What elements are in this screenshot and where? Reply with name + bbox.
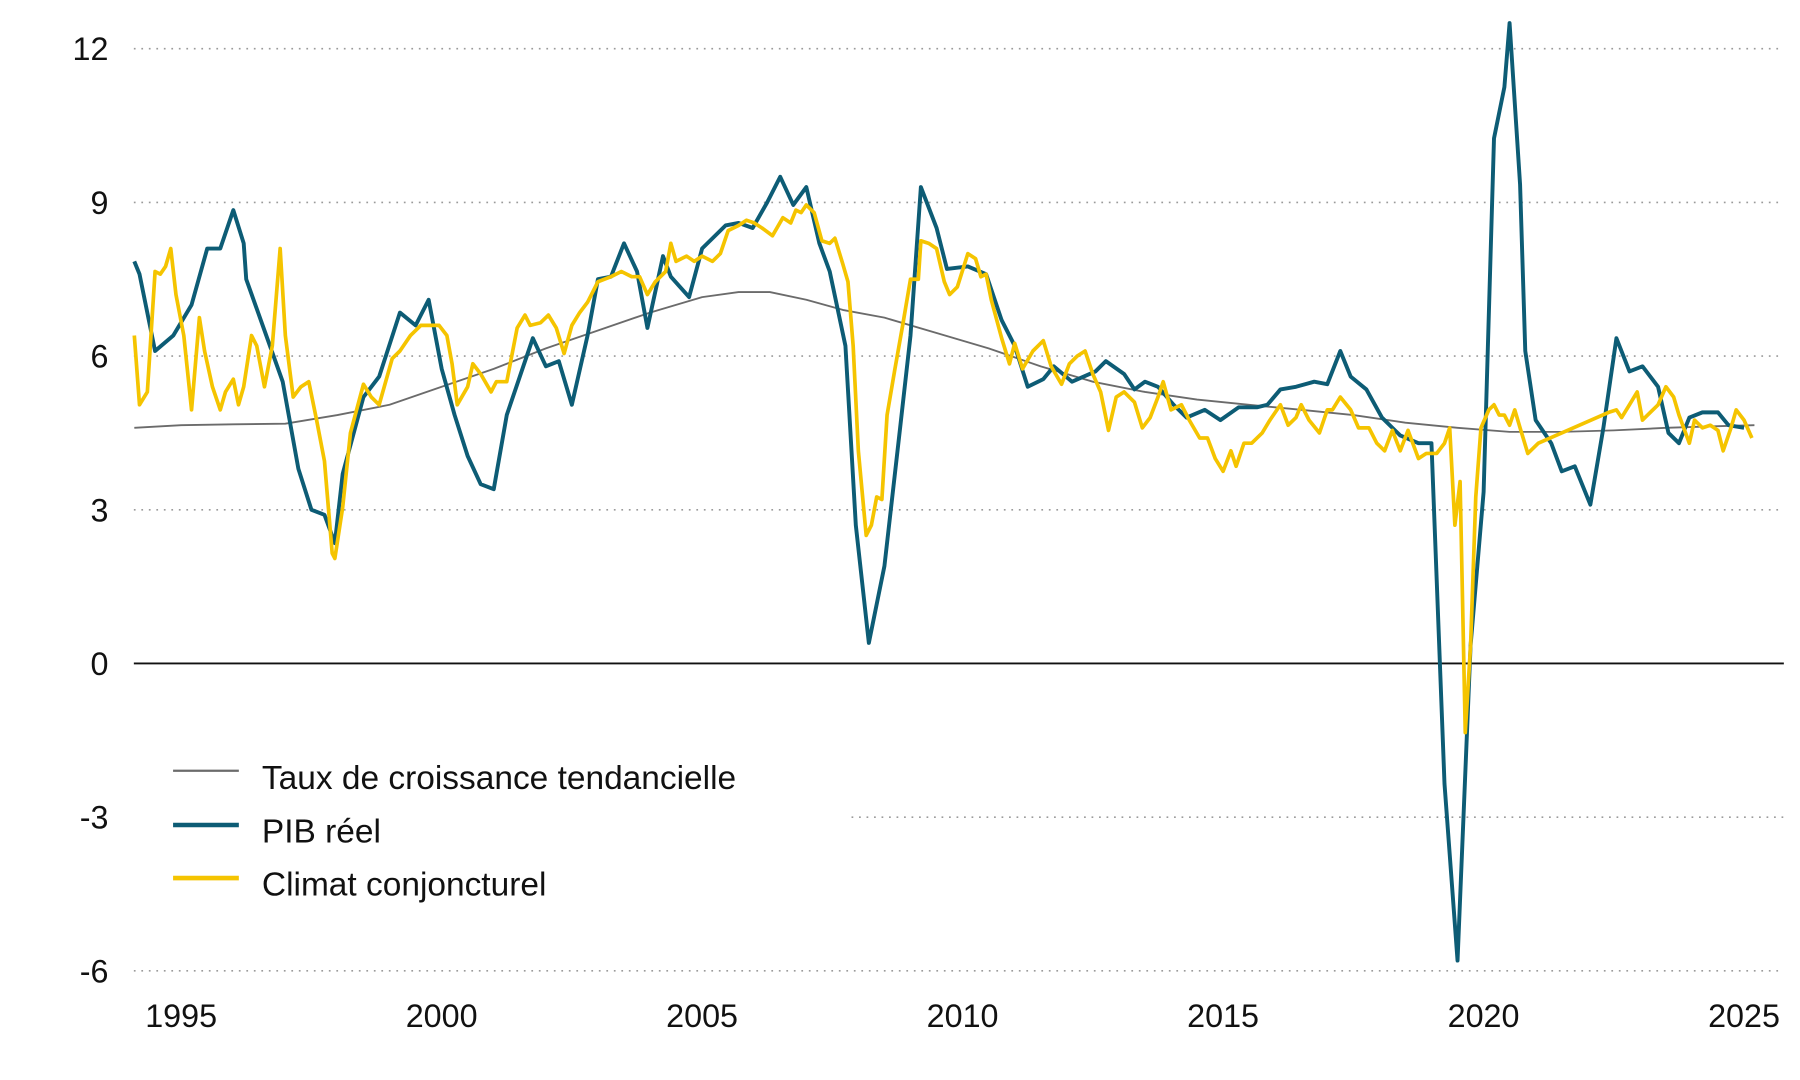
legend-label-climat: Climat conjoncturel (262, 866, 546, 903)
legend-label-trend: Taux de croissance tendancielle (262, 760, 736, 797)
legend-background (161, 744, 831, 918)
y-tick-label: 3 (90, 492, 108, 528)
x-tick-label: 2025 (1708, 998, 1780, 1034)
gridlines (133, 47, 1784, 972)
x-tick-label: 2005 (666, 998, 738, 1034)
x-tick-label: 2015 (1187, 998, 1259, 1034)
x-tick-label: 1995 (145, 998, 217, 1034)
x-tick-label: 2010 (927, 998, 999, 1034)
legend: Taux de croissance tendancielle PIB réel… (161, 744, 831, 918)
series-line-climat (132, 203, 1754, 735)
series-line-trend (134, 291, 1755, 433)
y-tick-label: -3 (80, 800, 109, 836)
y-tick-label: 12 (73, 31, 109, 67)
y-tick-label: 9 (90, 185, 108, 221)
series-lines (132, 21, 1755, 963)
y-tick-label: 6 (90, 339, 108, 375)
x-tick-label: 2000 (406, 998, 478, 1034)
legend-label-pib: PIB réel (262, 813, 381, 850)
series-line-pib-reel (132, 21, 1745, 963)
y-tick-label: -6 (80, 953, 109, 989)
x-tick-label: 2020 (1448, 998, 1520, 1034)
y-axis: 12 9 6 3 0 -3 -6 (73, 31, 109, 989)
x-axis: 1995 2000 2005 2010 2015 2020 2025 (145, 998, 1780, 1034)
y-tick-label: 0 (90, 646, 108, 682)
